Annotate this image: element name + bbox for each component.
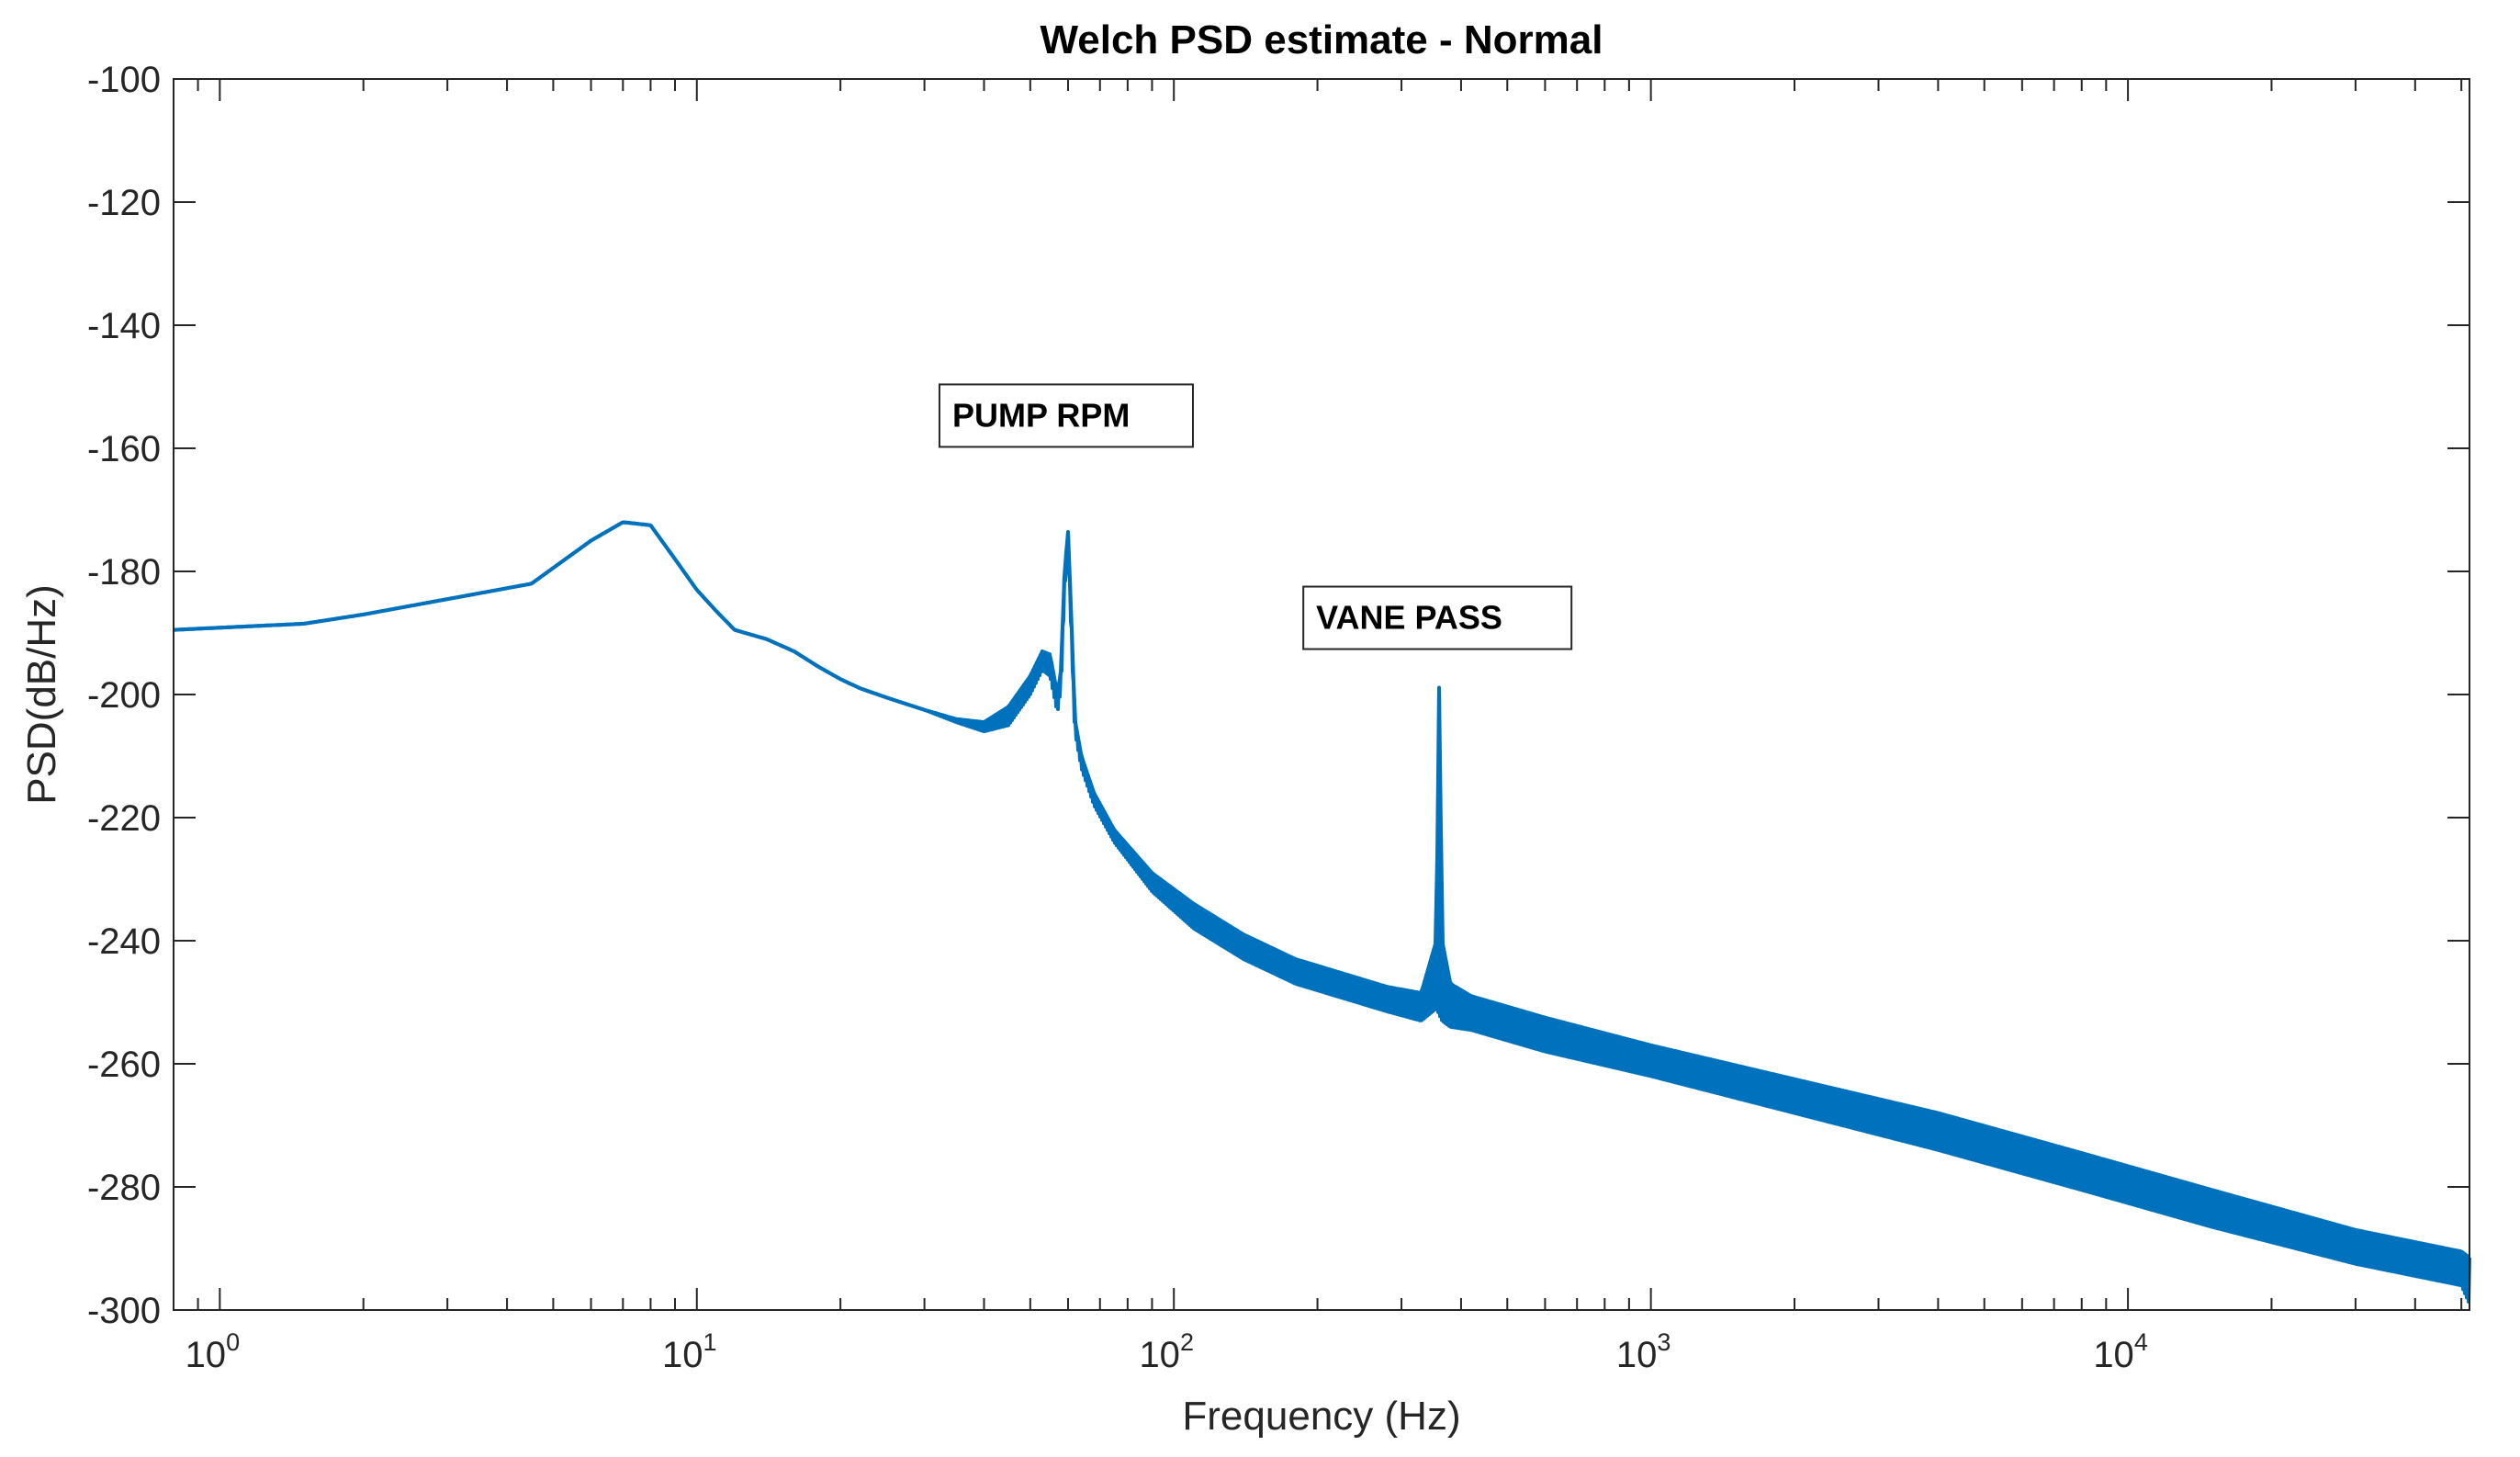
y-tick-label: -180	[87, 552, 161, 593]
plot-frame	[173, 78, 2470, 1311]
x-tick-label-exponent: 1	[703, 1328, 717, 1356]
y-tick-label: -140	[87, 306, 161, 346]
x-tick-label-base: 10	[1139, 1335, 1180, 1375]
y-tick-label: -280	[87, 1168, 161, 1208]
x-axis-ticks: 100 101 102 103 104	[173, 79, 2463, 1375]
chart-title: Welch PSD estimate - Normal	[1041, 17, 1603, 62]
x-tick-label-exponent: 4	[2134, 1328, 2148, 1356]
x-tick-label-exponent: 2	[1180, 1328, 1194, 1356]
annotation-label: PUMP RPM	[952, 396, 1130, 434]
x-tick-label: 102	[1139, 1328, 1194, 1375]
plot-area	[174, 79, 2469, 1310]
y-tick-label: -240	[87, 921, 161, 962]
annotation-label: VANE PASS	[1316, 599, 1502, 637]
y-tick-label: -160	[87, 429, 161, 469]
y-tick-label: -120	[87, 183, 161, 223]
y-tick-label: -100	[87, 60, 161, 100]
y-tick-label: -300	[87, 1291, 161, 1331]
annotation-box	[938, 383, 1194, 448]
annotation-box	[1302, 585, 1573, 650]
x-tick-label-exponent: 0	[226, 1328, 240, 1356]
x-tick-label-base: 10	[186, 1335, 227, 1375]
x-tick-label: 101	[662, 1328, 717, 1375]
y-tick-label: -260	[87, 1045, 161, 1085]
x-tick-label: 104	[2093, 1328, 2148, 1375]
series-envelope-0	[174, 520, 2471, 1259]
x-axis-title: Frequency (Hz)	[1182, 1394, 1460, 1439]
x-tick-label: 100	[186, 1328, 241, 1375]
y-axis-title: PSD(dB/Hz)	[19, 584, 64, 805]
x-tick-label: 103	[1616, 1328, 1671, 1375]
x-tick-label-base: 10	[1616, 1335, 1658, 1375]
series-layer	[173, 520, 2471, 1304]
y-tick-label: -200	[87, 675, 161, 716]
x-tick-label-exponent: 3	[1657, 1328, 1671, 1356]
y-axis-ticks: -100 -120 -140 -160 -180 -200 -220 -240 -260 -280…	[87, 60, 2469, 1331]
x-tick-label-base: 10	[662, 1335, 703, 1375]
y-tick-label: -220	[87, 798, 161, 839]
x-tick-label-base: 10	[2093, 1335, 2134, 1375]
annotations-layer: PUMP RPM VANE PASS	[938, 383, 1573, 650]
